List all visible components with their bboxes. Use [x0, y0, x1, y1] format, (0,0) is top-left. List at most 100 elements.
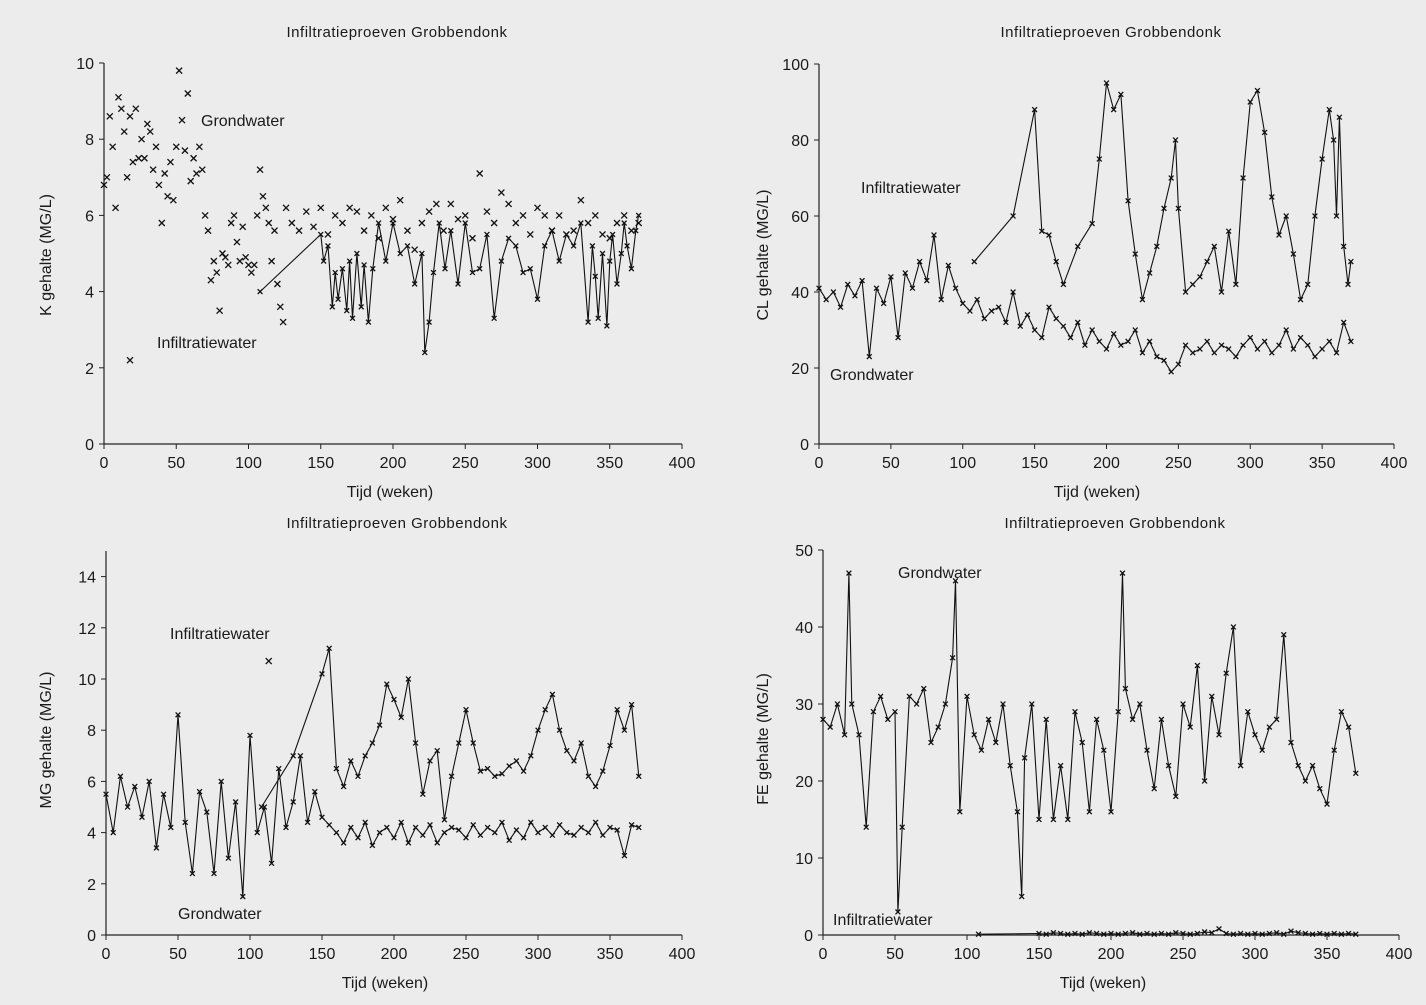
data-point-grondwater — [1014, 808, 1021, 815]
data-point-grondwater — [1103, 346, 1110, 352]
data-point-infiltratiewater — [975, 931, 982, 938]
data-point-infiltratiewater — [1086, 929, 1093, 936]
data-point-grondwater — [935, 724, 942, 730]
data-point-grondwater — [346, 204, 354, 212]
data-point-infiltratiewater — [1172, 929, 1179, 936]
data-point-grondwater — [1180, 701, 1186, 707]
data-point-grondwater — [461, 211, 469, 219]
data-point-infiltratiewater — [971, 258, 978, 265]
y-tick-label: 6 — [85, 208, 94, 225]
data-point-grondwater — [1146, 338, 1153, 345]
data-point-grondwater — [1309, 762, 1316, 769]
data-point-grondwater — [203, 809, 210, 815]
x-tick-label: 350 — [597, 946, 624, 963]
data-point-grondwater — [1060, 323, 1067, 330]
data-point-grondwater — [820, 716, 826, 723]
data-point-infiltratiewater — [1333, 213, 1340, 219]
data-point-grondwater — [614, 827, 621, 833]
data-point-grondwater — [985, 716, 992, 723]
series-label-grondwater: Grondwater — [178, 906, 262, 923]
data-point-grondwater — [124, 804, 131, 810]
data-point-infiltratiewater — [382, 258, 389, 264]
data-point-infiltratiewater — [1295, 929, 1302, 936]
data-point-grondwater — [247, 269, 255, 277]
data-point-grondwater — [519, 211, 527, 219]
data-point-grondwater — [477, 832, 484, 839]
data-point-grondwater — [181, 147, 189, 155]
x-tick-label: 0 — [815, 455, 824, 472]
series-line-infiltratiewater — [978, 928, 1356, 935]
data-point-grondwater — [126, 112, 134, 120]
data-point-grondwater — [512, 219, 520, 227]
data-point-grondwater — [1225, 346, 1232, 352]
data-point-grondwater — [884, 716, 891, 723]
y-tick-label: 20 — [795, 774, 813, 791]
data-point-infiltratiewater — [358, 303, 365, 310]
data-point-grondwater — [362, 819, 369, 826]
x-tick-label: 400 — [1381, 455, 1408, 472]
x-tick-label: 100 — [235, 455, 262, 472]
data-point-grondwater — [333, 829, 340, 836]
data-point-infiltratiewater — [369, 265, 376, 272]
data-point-grondwater — [470, 822, 477, 828]
y-tick-label: 12 — [78, 621, 96, 638]
data-point-infiltratiewater — [1312, 213, 1318, 219]
data-point-grondwater — [491, 829, 498, 836]
data-point-grondwater — [920, 685, 927, 692]
data-point-infiltratiewater — [290, 752, 297, 759]
data-point-grondwater — [440, 227, 448, 235]
data-point-infiltratiewater — [618, 250, 625, 257]
data-point-grondwater — [447, 200, 455, 208]
data-point-grondwater — [1197, 346, 1203, 352]
data-point-infiltratiewater — [1125, 197, 1131, 204]
y-tick-label: 50 — [795, 543, 813, 560]
data-point-grondwater — [276, 303, 284, 311]
data-point-grondwater — [1125, 338, 1131, 345]
x-tick-label: 100 — [949, 455, 976, 472]
x-tick-label: 0 — [819, 946, 828, 963]
data-point-grondwater — [981, 315, 988, 322]
data-point-grondwater — [230, 211, 238, 219]
data-point-infiltratiewater — [1096, 156, 1103, 162]
data-point-grondwater — [360, 227, 368, 235]
data-point-infiltratiewater — [383, 681, 390, 687]
data-point-infiltratiewater — [1324, 931, 1330, 938]
data-point-infiltratiewater — [411, 281, 418, 287]
data-point-infiltratiewater — [563, 747, 570, 754]
data-point-grondwater — [1089, 327, 1095, 333]
data-point-grondwater — [1168, 368, 1175, 375]
data-point-infiltratiewater — [421, 349, 428, 356]
data-point-grondwater — [1115, 708, 1122, 715]
data-point-grondwater — [584, 219, 592, 227]
data-point-grondwater — [1304, 342, 1311, 349]
data-point-infiltratiewater — [1172, 137, 1179, 143]
data-point-grondwater — [419, 832, 426, 839]
data-point-infiltratiewater — [397, 250, 404, 257]
data-point-infiltratiewater — [463, 706, 469, 713]
data-point-grondwater — [1108, 808, 1114, 815]
data-point-grondwater — [302, 208, 310, 216]
data-point-infiltratiewater — [1273, 929, 1280, 936]
y-tick-label: 60 — [791, 209, 809, 226]
data-point-infiltratiewater — [1345, 930, 1352, 937]
data-point-infiltratiewater — [585, 773, 592, 780]
data-point-infiltratiewater — [355, 773, 361, 780]
data-point-grondwater — [1021, 755, 1028, 761]
data-point-grondwater — [1252, 731, 1258, 738]
data-point-grondwater — [527, 819, 534, 826]
data-point-grondwater — [1172, 793, 1179, 800]
x-tick-label: 50 — [882, 455, 900, 472]
data-point-infiltratiewater — [347, 758, 354, 764]
x-tick-label: 200 — [380, 455, 407, 472]
data-point-infiltratiewater — [1110, 106, 1117, 113]
data-point-infiltratiewater — [1060, 281, 1067, 288]
data-point-grondwater — [396, 196, 404, 204]
data-point-grondwater — [1223, 670, 1230, 677]
data-point-infiltratiewater — [1340, 243, 1347, 250]
data-point-grondwater — [978, 747, 985, 754]
data-point-grondwater — [117, 105, 125, 113]
series-line-infiltratiewater — [973, 82, 1352, 301]
data-point-grondwater — [823, 296, 830, 303]
data-point-infiltratiewater — [1139, 296, 1146, 303]
data-point-grondwater — [995, 304, 1002, 311]
